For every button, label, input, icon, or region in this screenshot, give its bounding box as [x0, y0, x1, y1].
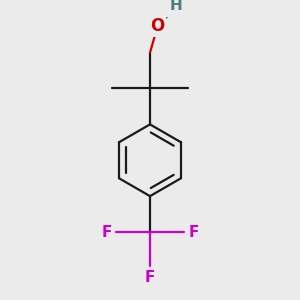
Text: F: F — [145, 270, 155, 285]
Text: F: F — [188, 224, 199, 239]
Text: F: F — [101, 224, 112, 239]
Text: H: H — [170, 0, 183, 13]
Text: O: O — [150, 17, 165, 35]
